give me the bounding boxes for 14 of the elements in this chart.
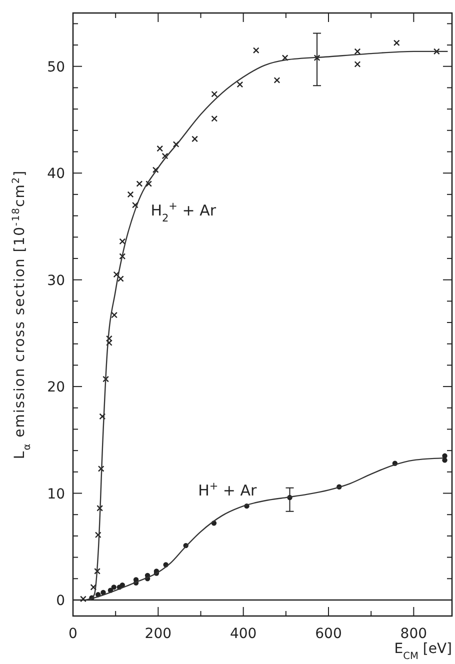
x-tick-label: 0 xyxy=(68,626,78,642)
x-tick-label: 800 xyxy=(400,626,428,642)
y-tick-label: 0 xyxy=(56,592,65,609)
y-tick-label: 50 xyxy=(47,59,65,76)
y-tick-label: 10 xyxy=(47,486,65,502)
x-tick-label: 200 xyxy=(144,626,172,642)
y-tick-label: 20 xyxy=(47,380,65,396)
y-tick-label: 40 xyxy=(47,166,65,182)
series-label: H$^{+}$ + Ar xyxy=(198,480,258,500)
x-tick-label: 400 xyxy=(230,626,257,642)
y-tick-label: 30 xyxy=(47,272,65,289)
x-axis-title: E$_{CM}$ [eV] xyxy=(394,641,452,662)
x-tick-label: 600 xyxy=(315,626,342,642)
series-label: H$_{2}$$^{+}$ + Ar xyxy=(150,200,217,225)
